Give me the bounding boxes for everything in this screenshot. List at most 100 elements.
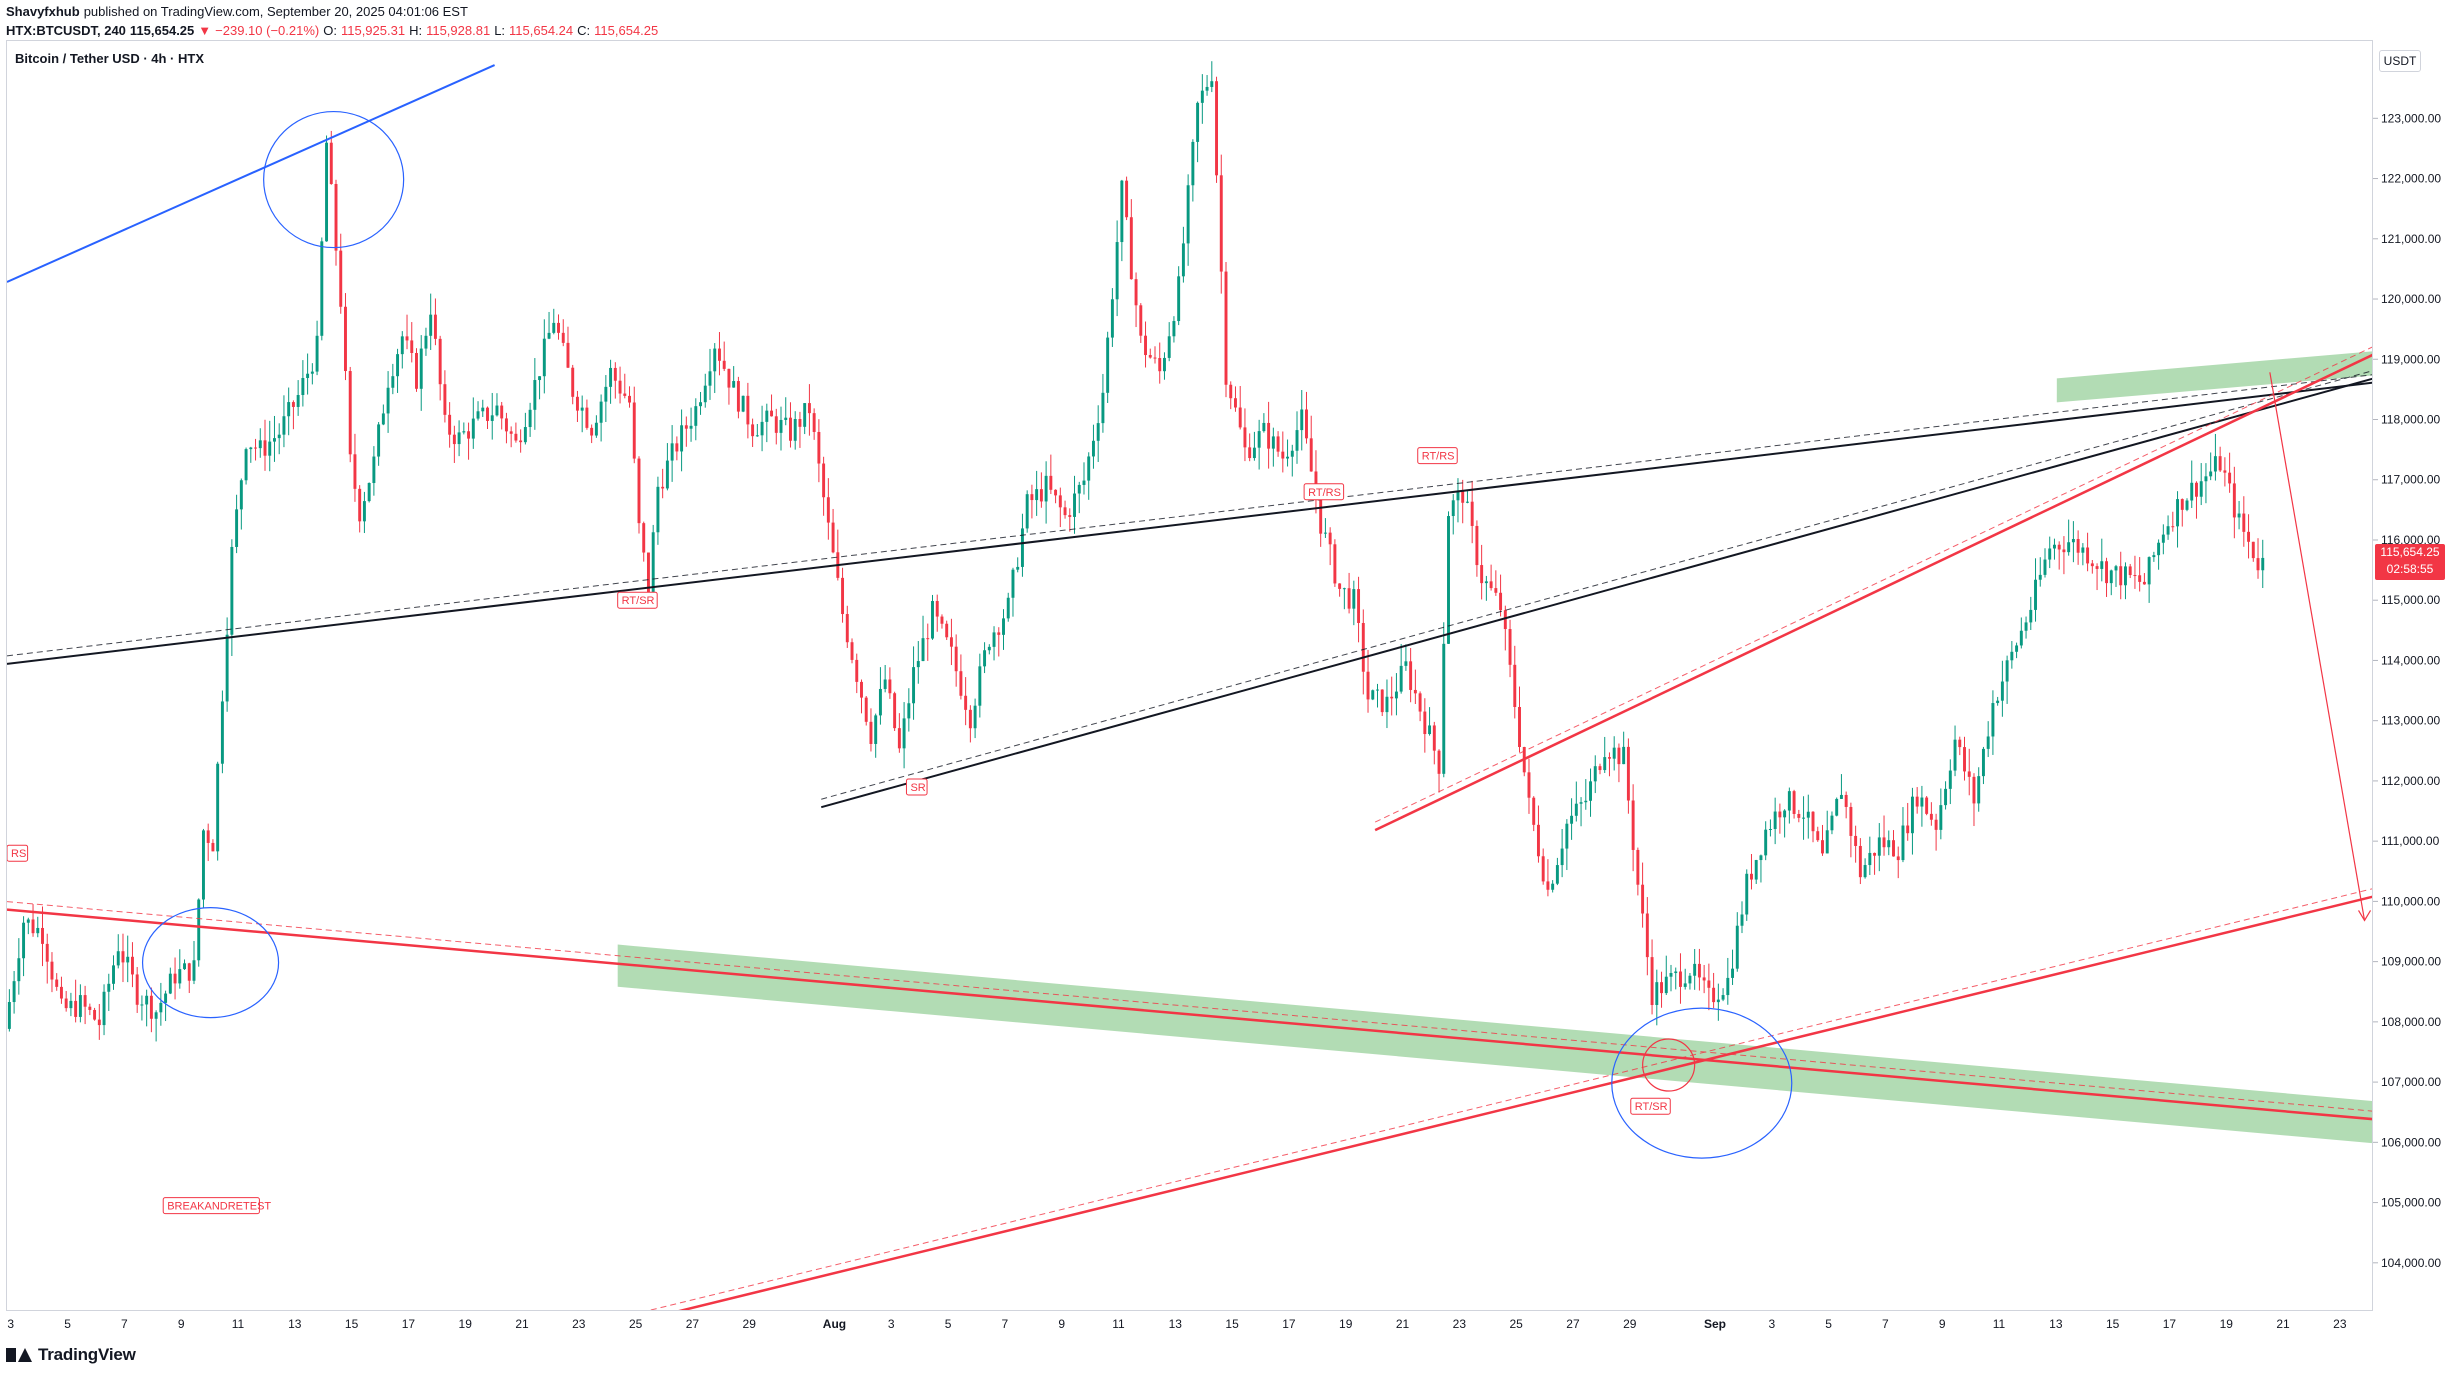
candle-body	[1858, 845, 1862, 878]
price-axis[interactable]: 104,000.00 105,000.00 106,000.00 107,000.00…	[2373, 40, 2453, 1311]
candle-body	[1660, 982, 1664, 994]
price-tick-label: 108,000.00	[2381, 1015, 2441, 1029]
time-tick-label: 7	[1002, 1317, 1009, 1331]
candle-body	[1058, 495, 1062, 508]
candle-body	[486, 407, 489, 421]
candle-body	[287, 402, 291, 417]
candle-body	[1020, 528, 1024, 567]
candle-body	[149, 995, 153, 1019]
candle-body	[1882, 837, 1886, 848]
candle-body	[1418, 693, 1422, 712]
candle-body	[931, 601, 934, 639]
candle-body	[1442, 643, 1446, 774]
markers-layer: RS BREAKANDRETEST RT/SR SR RT/RS RT/RS RT/SR	[7, 447, 1671, 1215]
candle-body	[301, 378, 305, 396]
time-tick-label: 21	[1396, 1317, 1410, 1331]
candle-body	[964, 695, 968, 710]
candle-body	[107, 983, 111, 992]
candle-body	[736, 381, 740, 412]
publisher-name[interactable]: Shavyfxhub	[6, 4, 80, 19]
candle-body	[2100, 561, 2104, 569]
chart-plot-area[interactable]: RS BREAKANDRETEST RT/SR SR RT/RS RT/RS RT/SR B…	[6, 40, 2373, 1311]
candle-body	[1750, 873, 1753, 880]
candle-body	[504, 418, 508, 432]
price-tick-label: 121,000.00	[2381, 232, 2441, 246]
time-tick-label: 15	[2106, 1317, 2120, 1331]
candle-body	[1229, 384, 1233, 399]
candle-body	[632, 402, 636, 459]
time-axis-svg: 3 5 7 9 11 13 15 17 19 21 23 25 27 29 Aug 3 5 7 9 11 13 15 17 1…	[7, 1317, 2347, 1331]
time-tick-label: 21	[515, 1317, 529, 1331]
candle-body	[557, 322, 560, 333]
candle-body	[1584, 800, 1588, 803]
candle-body	[628, 395, 631, 403]
level-marker-label: RT/SR	[1635, 1101, 1668, 1113]
candle-body	[831, 522, 835, 553]
candle-body	[1948, 770, 1952, 789]
candle-body	[2095, 566, 2099, 569]
candle-body	[2237, 513, 2241, 518]
candle-body	[921, 638, 925, 662]
candle-body	[514, 433, 518, 441]
price-tick-label: 116,000.00	[2381, 533, 2440, 547]
candle-body	[1617, 747, 1621, 765]
candle-body	[826, 497, 830, 523]
current-price-tag: 115,654.25 02:58:55	[2375, 544, 2445, 580]
candle-body	[926, 638, 930, 640]
candle-body	[1527, 772, 1531, 798]
candle-body	[1797, 813, 1801, 818]
red-trendline	[1374, 353, 2372, 832]
candle-body	[542, 338, 546, 377]
candle-body	[1892, 840, 1895, 857]
candle-body	[2190, 482, 2194, 501]
time-tick-label: 27	[686, 1317, 700, 1331]
candle-body	[438, 338, 442, 385]
candle-body	[415, 352, 418, 389]
candle-body	[585, 407, 589, 428]
candle-body	[1134, 279, 1138, 306]
candle-body	[1726, 977, 1730, 996]
candle-body	[1650, 957, 1654, 1005]
currency-unit-button[interactable]: USDT	[2379, 50, 2421, 72]
candle-body	[949, 637, 953, 647]
candle-body	[495, 405, 499, 416]
candle-body	[1300, 409, 1304, 431]
candle-body	[1518, 706, 1521, 748]
time-tick-label: 15	[345, 1317, 359, 1331]
price-tick-label: 120,000.00	[2381, 292, 2441, 306]
candle-body	[2166, 526, 2170, 535]
candle-body	[2052, 544, 2056, 549]
candle-body	[1120, 180, 1124, 243]
red-parallel-dashed-line	[7, 901, 2372, 1112]
candle-body	[1896, 856, 1900, 861]
candle-body	[1243, 427, 1247, 448]
candle-body	[2123, 566, 2127, 586]
symbol-text: HTX:BTCUSDT, 240	[6, 23, 126, 38]
candle-body	[1063, 507, 1067, 516]
candle-body	[1234, 398, 1237, 408]
time-axis[interactable]: 3 5 7 9 11 13 15 17 19 21 23 25 27 29 Aug 3 5 7 9 11 13 15 17 1…	[6, 1311, 2373, 1335]
candle-body	[2029, 609, 2033, 623]
candle-body	[2147, 557, 2151, 585]
chart-svg[interactable]: RS BREAKANDRETEST RT/SR SR RT/RS RT/RS RT/SR	[7, 41, 2373, 1311]
candle-body	[1101, 392, 1105, 424]
candle-body	[201, 830, 205, 900]
price-axis-svg: 104,000.00 105,000.00 106,000.00 107,000.00…	[2373, 111, 2441, 1270]
candle-body	[2105, 561, 2108, 584]
candle-body	[433, 314, 437, 339]
black-parallel-dashed-line	[821, 370, 2372, 800]
candle-body	[670, 443, 674, 461]
candle-body	[1721, 995, 1725, 1000]
candle-body	[850, 642, 854, 660]
time-tick-label: 23	[2333, 1317, 2347, 1331]
candle-body	[798, 419, 802, 427]
candle-body	[1792, 791, 1796, 814]
candle-body	[225, 634, 229, 702]
tradingview-footer: TradingView	[6, 1345, 136, 1365]
candle-body	[751, 424, 755, 437]
candle-body	[1740, 914, 1744, 926]
candle-body	[2076, 539, 2080, 553]
candle-body	[1361, 622, 1365, 672]
candle-body	[1181, 243, 1185, 277]
candle-body	[1712, 987, 1716, 1003]
